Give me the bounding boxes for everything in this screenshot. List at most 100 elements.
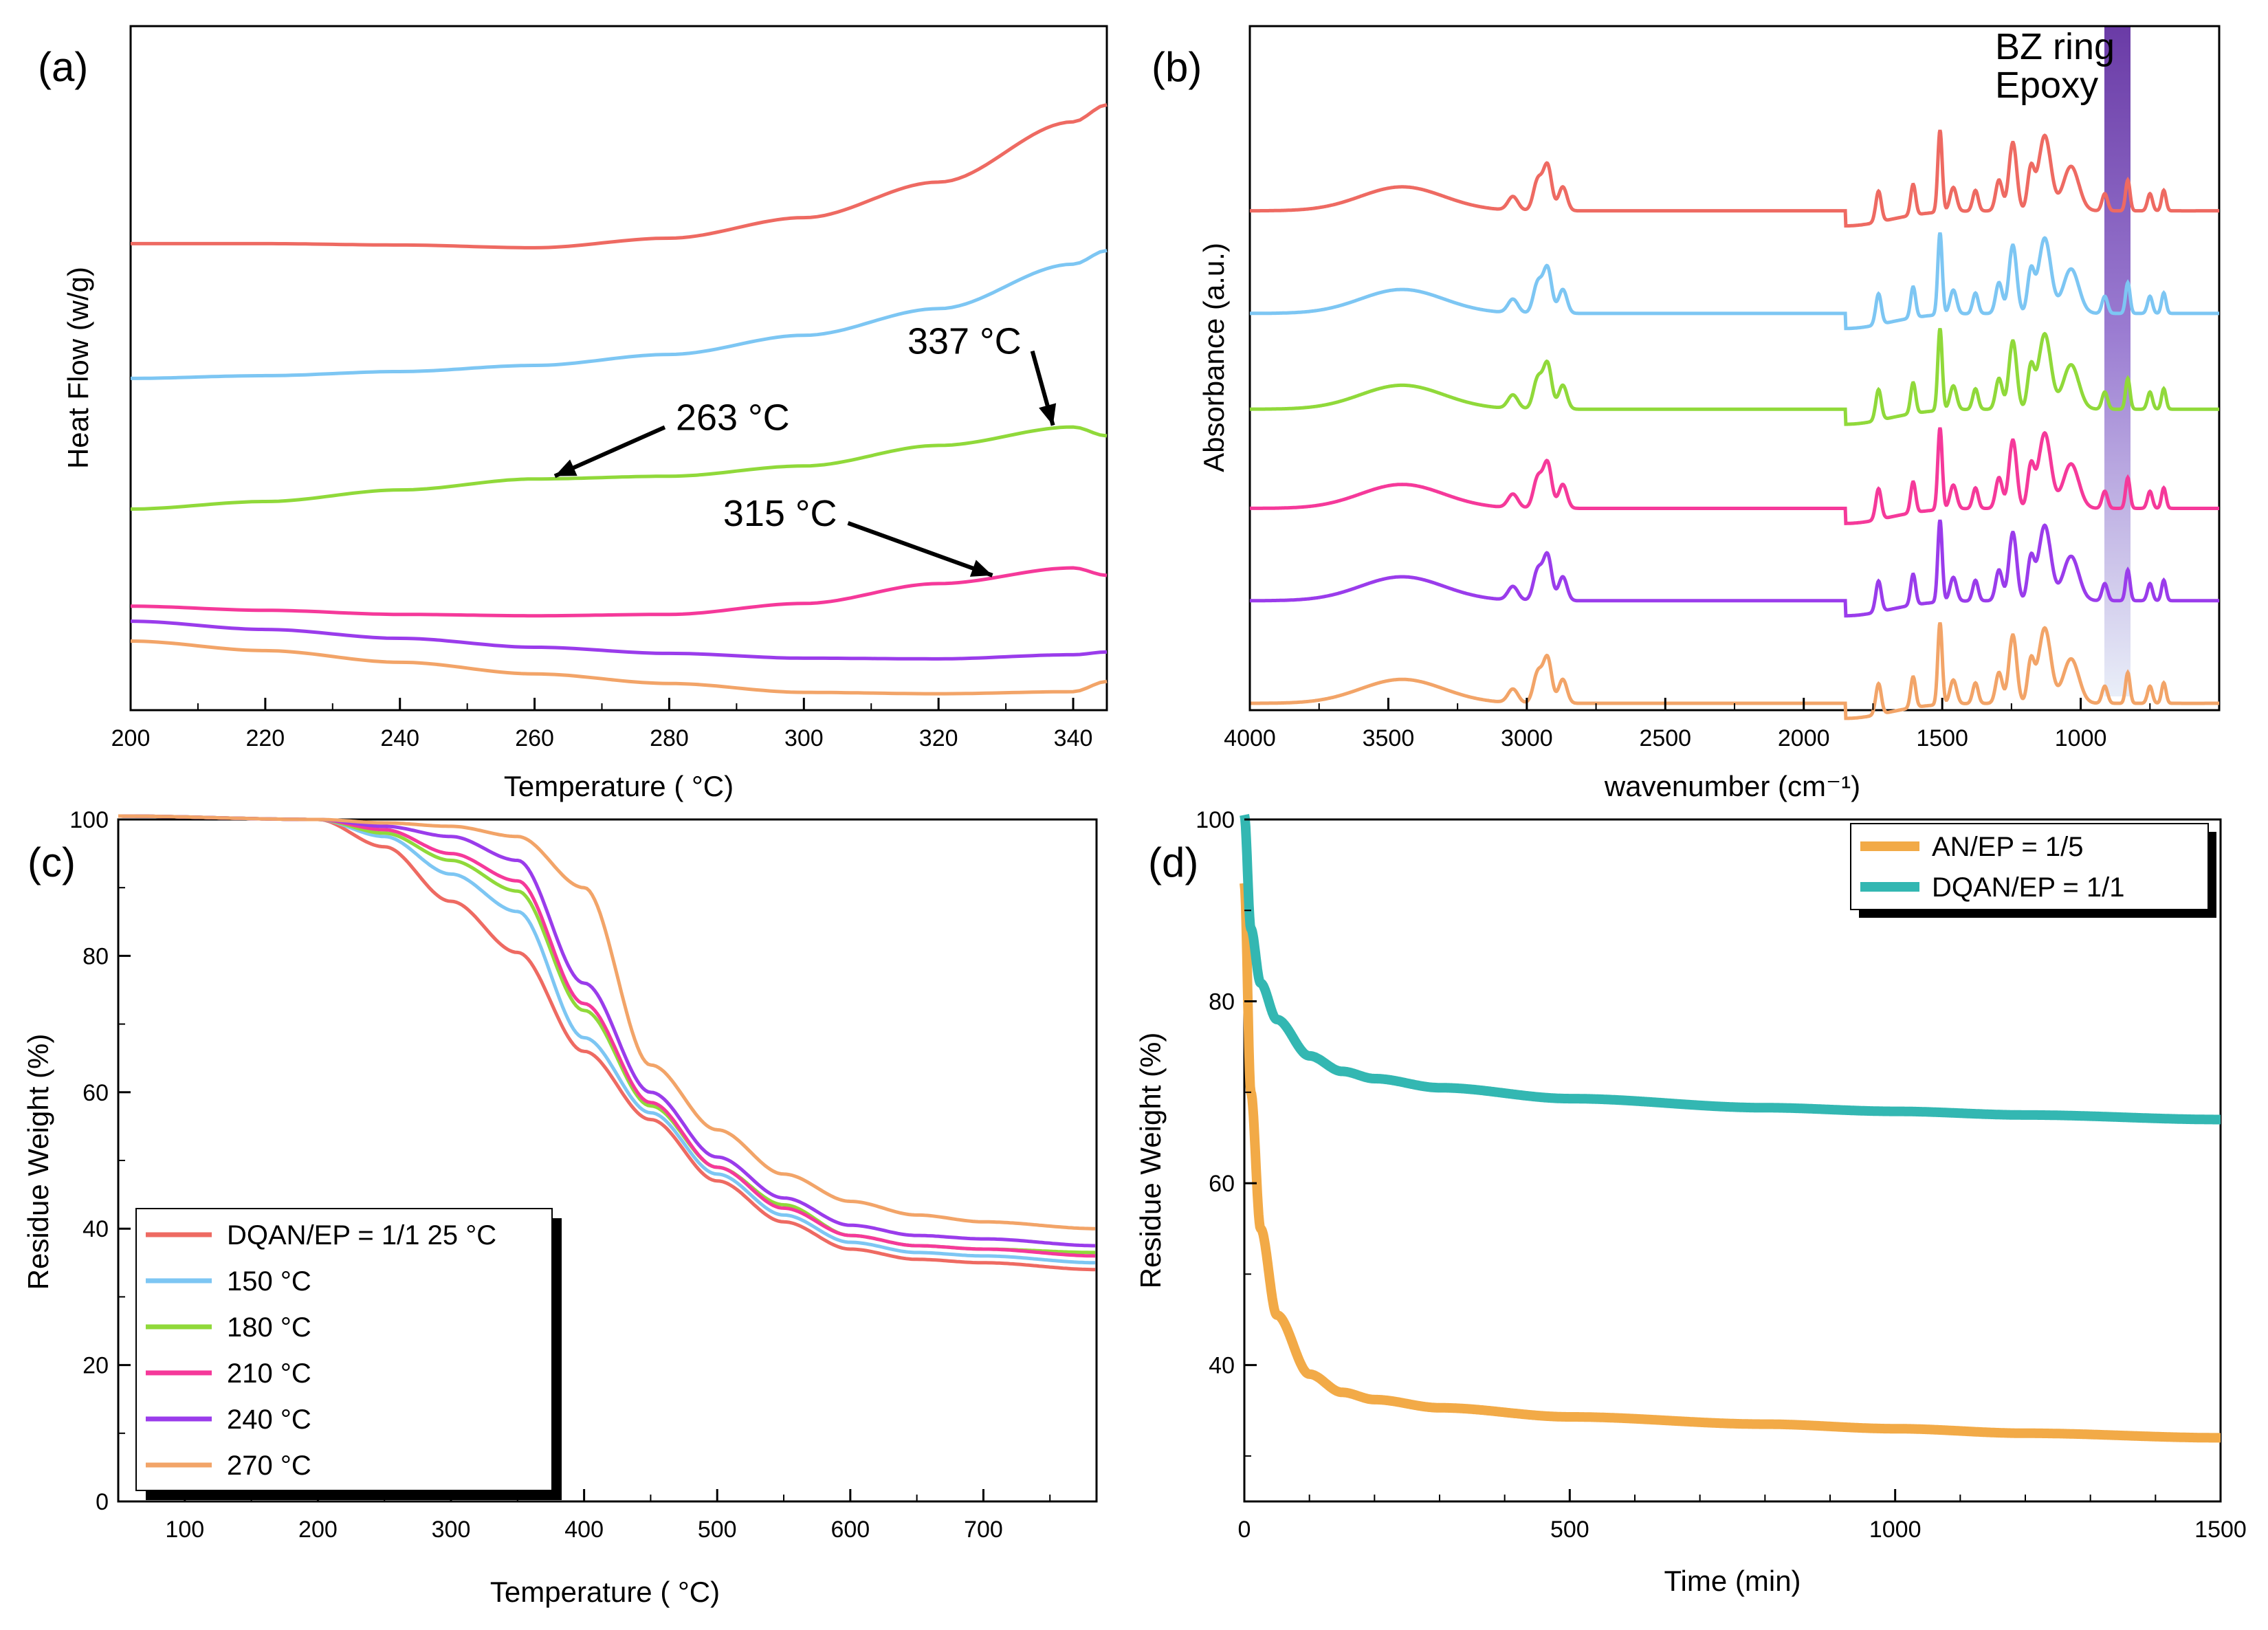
panel-c-legend: DQAN/EP = 1/1 25 °C 150 °C 180 °C 210 °C 240… [135, 1208, 562, 1500]
panel-a-x-label: 280 [650, 725, 689, 751]
panel-a-x-label: 240 [380, 725, 419, 751]
panel-c-series [118, 814, 1096, 1272]
panel-c-legend-box [135, 1208, 553, 1491]
panel-d-tag: (d) [1148, 839, 1198, 885]
panel-c-legend-label: 180 °C [227, 1312, 311, 1343]
panel-b-band-label-bz: BZ ring [1995, 26, 2115, 67]
panel-b-series-line [1250, 519, 2219, 618]
panel-c-x-label: 600 [830, 1517, 870, 1543]
panel-a-x-label: 300 [784, 725, 824, 751]
panel-c-ylabel: Residue Weight (%) [22, 1034, 54, 1290]
panel-a-x-label: 200 [111, 725, 151, 751]
panel-b-x-label: 3500 [1363, 725, 1415, 751]
panel-c-tga: (c) 100 200 300 400 500 600 700 0 20 40 60 80 100 T… [22, 807, 1098, 1608]
panel-b-x-label: 2000 [1778, 725, 1830, 751]
panel-a-x-label: 260 [515, 725, 554, 751]
panel-a-annotation-label: 337 °C [907, 321, 1022, 362]
panel-c-legend-label: 210 °C [227, 1358, 311, 1389]
panel-a-annotation-label: 315 °C [723, 493, 837, 534]
panel-c-y-label: 20 [82, 1353, 109, 1379]
panel-d-legend: AN/EP = 1/5 DQAN/EP = 1/1 [1850, 823, 2216, 918]
panel-a-xlabel: Temperature ( °C) [504, 770, 734, 802]
panel-b-series-line [1250, 129, 2219, 228]
panel-c-y-label: 80 [82, 943, 109, 969]
panel-c-x-ticks: 100 200 300 400 500 600 700 [165, 1489, 1051, 1543]
panel-a-tag: (a) [38, 44, 88, 90]
panel-c-y-label: 0 [96, 1489, 109, 1515]
panel-a-annotations: 263 °C 337 °C 315 °C [553, 321, 1057, 577]
panel-b-band-label-epoxy: Epoxy [1995, 65, 2098, 106]
panel-b-series [1250, 129, 2219, 720]
panel-d-legend-label: DQAN/EP = 1/1 [1932, 872, 2125, 903]
panel-d-x-label: 0 [1238, 1517, 1251, 1543]
panel-b-x-label: 1000 [2055, 725, 2107, 751]
panel-a-annotation-arrowhead [1039, 403, 1057, 426]
panel-d-frame [1243, 818, 2222, 1503]
panel-d-x-ticks: 0 500 1000 1500 [1238, 1489, 2247, 1543]
panel-b-tag: (b) [1152, 44, 1202, 90]
panel-b-xlabel: wavenumber (cm⁻¹) [1604, 770, 1860, 802]
panel-b-x-label: 2500 [1639, 725, 1691, 751]
panel-c-series-line [118, 814, 1096, 1231]
panel-c-xlabel: Temperature ( °C) [490, 1576, 720, 1608]
panel-a-annotation-label: 263 °C [676, 397, 790, 438]
panel-d-series-line [1240, 882, 2225, 1443]
panel-a-series-line [131, 102, 1108, 250]
panel-c-x-label: 100 [165, 1517, 204, 1543]
panel-a-series-line [131, 248, 1108, 380]
panel-b-ylabel: Absorbance (a.u.) [1198, 243, 1230, 472]
panel-a-annotation-arrowhead [554, 459, 577, 476]
panel-b-series-line [1250, 232, 2219, 331]
panel-d-y-label: 40 [1209, 1353, 1235, 1379]
panel-c-legend-label: 150 °C [227, 1266, 311, 1297]
panel-d-legend-box [1850, 823, 2209, 910]
panel-a-annotation-arrow [847, 521, 993, 577]
panel-b-ftir: (b) BZ ring Epoxy 4000 3500 3000 2500 2000 15… [1152, 25, 2221, 802]
panel-d-series [1240, 813, 2225, 1443]
panel-d-y-label: 100 [1196, 807, 1235, 833]
panel-a-frame [129, 25, 1108, 712]
panel-c-x-label: 200 [298, 1517, 338, 1543]
panel-d-aging: (d) 0 500 1000 1500 40 60 80 100 Time (min) Re… [1134, 807, 2247, 1597]
panel-d-legend-label: AN/EP = 1/5 [1932, 832, 2084, 862]
panel-c-tag: (c) [27, 839, 76, 885]
panel-c-series-line [118, 814, 1096, 1272]
panel-c-series-line [118, 814, 1096, 1255]
panel-c-x-label: 400 [564, 1517, 604, 1543]
panel-a-series-line [130, 639, 1108, 696]
panel-c-x-label: 500 [698, 1517, 737, 1543]
panel-a-ylabel: Heat Flow (w/g) [62, 267, 94, 469]
panel-a-x-ticks: 200 220 240 260 280 300 320 340 [111, 698, 1093, 751]
panel-d-y-label: 80 [1209, 989, 1235, 1015]
panel-c-legend-label: DQAN/EP = 1/1 25 °C [227, 1220, 496, 1251]
panel-b-x-label: 1500 [1916, 725, 1968, 751]
panel-d-series-line [1240, 813, 2225, 1125]
panel-b-x-label: 3000 [1501, 725, 1553, 751]
panel-b-x-ticks: 4000 3500 3000 2500 2000 1500 1000 [1224, 698, 2151, 751]
panel-d-x-label: 500 [1550, 1517, 1589, 1543]
panel-c-y-label: 60 [82, 1080, 109, 1106]
panel-d-ylabel: Residue Weight (%) [1134, 1033, 1167, 1289]
panel-d-y-ticks: 40 60 80 100 [1196, 807, 1257, 1457]
panel-a-annotation-arrowhead [969, 560, 993, 577]
panel-c-y-label: 100 [69, 807, 109, 833]
panel-c-y-ticks: 0 20 40 60 80 100 [69, 807, 131, 1515]
panel-a-x-label: 340 [1054, 725, 1093, 751]
panel-d-y-label: 60 [1209, 1171, 1235, 1197]
panel-b-series-line [1250, 328, 2219, 426]
panel-c-y-label: 40 [82, 1216, 109, 1242]
panel-d-x-label: 1000 [1869, 1517, 1922, 1543]
panel-c-legend-label: 270 °C [227, 1451, 311, 1481]
panel-c-legend-label: 240 °C [227, 1405, 311, 1435]
panel-b-x-label: 4000 [1224, 725, 1276, 751]
panel-a-x-label: 320 [919, 725, 958, 751]
panel-b-series-line [1250, 427, 2219, 525]
panel-c-x-label: 700 [964, 1517, 1003, 1543]
panel-a-series-line [130, 425, 1108, 511]
panel-d-xlabel: Time (min) [1664, 1565, 1801, 1597]
panel-a-series [130, 102, 1108, 696]
panel-c-x-label: 300 [432, 1517, 471, 1543]
panel-a-heat-flow: (a) 263 °C 337 °C 315 °C 200 220 240 260 280 30… [38, 25, 1108, 802]
panel-a-x-label: 220 [245, 725, 285, 751]
